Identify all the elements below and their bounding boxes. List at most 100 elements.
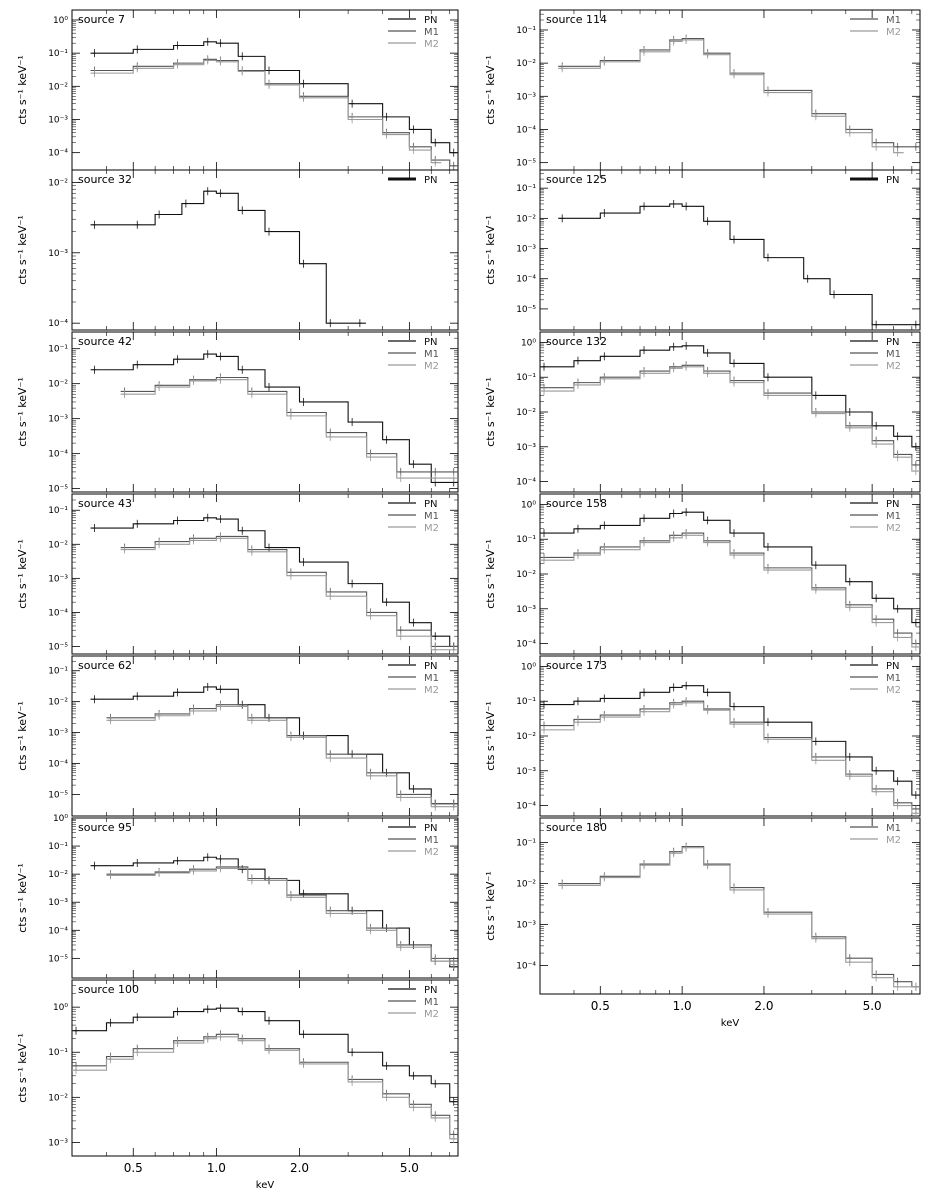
y-tick-label: 10⁻² xyxy=(48,82,68,92)
legend-label: M1 xyxy=(886,511,901,522)
legend-label: PN xyxy=(886,661,900,672)
legend-label: M1 xyxy=(424,835,439,846)
y-tick-label: 10⁻⁴ xyxy=(516,961,536,971)
y-tick-label: 10⁻³ xyxy=(48,115,68,125)
panel-title: source 7 xyxy=(78,13,125,26)
y-tick-label: 10⁻³ xyxy=(516,920,536,930)
y-tick-label: 10⁻² xyxy=(48,698,68,708)
panel-frame xyxy=(71,331,459,493)
y-tick-label: 10⁻⁴ xyxy=(48,319,68,329)
y-tick-label: 10⁻¹ xyxy=(516,839,536,849)
y-axis-label: cts s⁻¹ keV⁻¹ xyxy=(484,701,497,771)
panel-title: source 132 xyxy=(546,335,607,348)
series-line xyxy=(120,376,458,473)
legend-label: M2 xyxy=(424,685,439,696)
legend-label: M2 xyxy=(886,27,901,38)
y-axis-label: cts s⁻¹ keV⁻¹ xyxy=(484,377,497,447)
series-line xyxy=(540,345,920,448)
y-tick-label: 10⁻² xyxy=(48,540,68,550)
y-tick-label: 10⁻³ xyxy=(48,729,68,739)
y-axis-label: cts s⁻¹ keV⁻¹ xyxy=(16,377,29,447)
x-axis-label: keV xyxy=(721,1018,740,1029)
spectrum-panel: 10⁻¹ 10⁻² 10⁻³ 10⁻⁴ 10⁻⁵ cts s⁻¹ keV⁻¹ source … xyxy=(16,331,459,495)
series-line xyxy=(90,58,458,167)
legend-label: M2 xyxy=(424,1009,439,1020)
panel-title: source 42 xyxy=(78,335,132,348)
x-axis-label: keV xyxy=(256,1180,275,1191)
panel-frame xyxy=(71,169,459,331)
series-line xyxy=(90,517,458,647)
y-tick-label: 10⁻² xyxy=(516,570,536,580)
legend-label: PN xyxy=(886,337,900,348)
y-tick-label: 10⁻⁴ xyxy=(516,275,536,285)
y-tick-label: 10⁻⁵ xyxy=(516,159,536,169)
y-tick-label: 10⁻⁴ xyxy=(48,149,68,159)
legend-label: M1 xyxy=(424,673,439,684)
legend-label: M2 xyxy=(886,835,901,846)
y-axis-label: cts s⁻¹ keV⁻¹ xyxy=(16,863,29,933)
spectrum-panel: 10⁻² 10⁻³ 10⁻⁴ cts s⁻¹ keV⁻¹ source 32 PN xyxy=(16,169,459,331)
x-tick-label: 1.0 xyxy=(207,1161,226,1175)
y-tick-label: 10⁰ xyxy=(53,1003,68,1013)
y-tick-label: 10⁻¹ xyxy=(516,184,536,194)
y-tick-label: 10⁻⁴ xyxy=(516,802,536,812)
y-tick-label: 10⁻⁴ xyxy=(48,926,68,936)
x-tick-label: 2.0 xyxy=(290,1161,309,1175)
series-line xyxy=(90,686,458,805)
legend-label: M1 xyxy=(886,349,901,360)
legend-label: M2 xyxy=(424,39,439,50)
spectrum-panel: 10⁻¹ 10⁻² 10⁻³ 10⁻⁴ 10⁻⁵ cts s⁻¹ keV⁻¹ source … xyxy=(16,655,459,817)
series-line xyxy=(540,366,920,472)
y-tick-label: 10⁰ xyxy=(521,662,536,672)
y-axis-label: cts s⁻¹ keV⁻¹ xyxy=(484,215,497,285)
y-tick-label: 10⁻³ xyxy=(48,574,68,584)
legend-label: PN xyxy=(424,499,438,510)
spectrum-panel: 10⁰ 10⁻¹ 10⁻² 10⁻³ 10⁻⁴ cts s⁻¹ keV⁻¹ source 1… xyxy=(484,655,921,818)
panel-frame xyxy=(539,169,921,331)
series-line xyxy=(90,353,458,483)
y-tick-label: 10⁻¹ xyxy=(516,697,536,707)
series-line xyxy=(558,847,920,988)
y-tick-label: 10⁻² xyxy=(48,870,68,880)
y-axis-label: cts s⁻¹ keV⁻¹ xyxy=(16,539,29,609)
series-line xyxy=(540,534,920,648)
y-axis-label: cts s⁻¹ keV⁻¹ xyxy=(484,871,497,941)
y-tick-label: 10⁻³ xyxy=(516,767,536,777)
x-tick-label: 1.0 xyxy=(673,999,692,1013)
y-tick-label: 10⁻¹ xyxy=(48,49,68,59)
panel-frame xyxy=(539,9,921,171)
series-line xyxy=(72,1036,458,1140)
spectrum-panel: 10⁰ 10⁻¹ 10⁻² 10⁻³ 10⁻⁴ cts s⁻¹ keV⁻¹ source 1… xyxy=(484,493,921,655)
y-tick-label: 10⁻⁵ xyxy=(48,790,68,800)
y-tick-label: 10⁻² xyxy=(516,214,536,224)
series-line xyxy=(90,190,366,324)
y-tick-label: 10⁻⁵ xyxy=(48,954,68,964)
spectrum-panel: 10⁰ 10⁻¹ 10⁻² 10⁻³ cts s⁻¹ keV⁻¹ source 100 PN… xyxy=(16,979,459,1191)
y-tick-label: 10⁻² xyxy=(48,178,68,188)
series-line xyxy=(558,203,920,326)
spectrum-panel: 10⁻¹ 10⁻² 10⁻³ 10⁻⁴ 10⁻⁵ cts s⁻¹ keV⁻¹ source … xyxy=(484,9,921,171)
y-tick-label: 10⁻¹ xyxy=(48,345,68,355)
legend-label: M1 xyxy=(424,997,439,1008)
legend-label: M2 xyxy=(424,847,439,858)
y-tick-label: 10⁻⁵ xyxy=(48,642,68,652)
panel-title: source 158 xyxy=(546,497,607,510)
y-axis-label: cts s⁻¹ keV⁻¹ xyxy=(16,1033,29,1103)
y-axis-label: cts s⁻¹ keV⁻¹ xyxy=(16,701,29,771)
y-axis-label: cts s⁻¹ keV⁻¹ xyxy=(16,55,29,125)
y-tick-label: 10⁻¹ xyxy=(48,1048,68,1058)
y-axis-label: cts s⁻¹ keV⁻¹ xyxy=(484,539,497,609)
legend-label: PN xyxy=(424,985,438,996)
y-tick-label: 10⁻¹ xyxy=(516,373,536,383)
x-tick-label: 0.5 xyxy=(591,999,610,1013)
y-tick-label: 10⁻³ xyxy=(48,415,68,425)
panel-title: source 32 xyxy=(78,173,132,186)
series-line xyxy=(558,846,920,988)
series-line xyxy=(120,535,458,647)
series-line xyxy=(72,1007,458,1103)
panel-title: source 180 xyxy=(546,821,607,834)
panel-frame xyxy=(71,817,459,979)
panel-title: source 100 xyxy=(78,983,139,996)
y-tick-label: 10⁻⁴ xyxy=(48,450,68,460)
y-tick-label: 10⁻³ xyxy=(516,605,536,615)
